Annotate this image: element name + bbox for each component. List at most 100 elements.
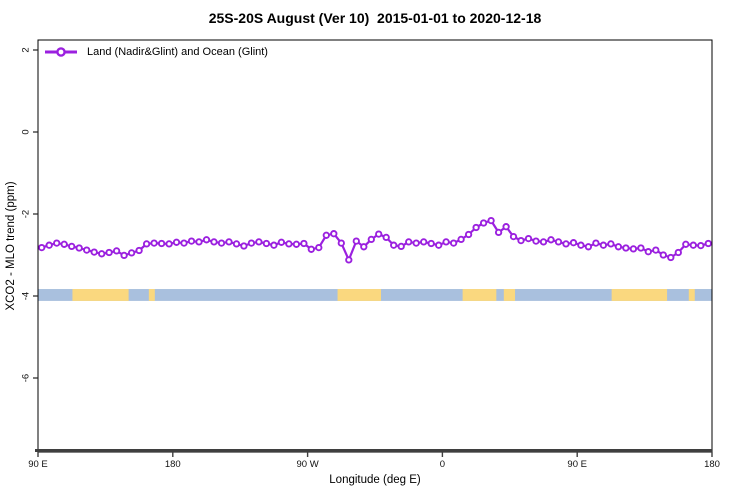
x-tick-label: 90 E [567, 459, 587, 470]
data-point-marker [644, 248, 652, 256]
data-point-marker [405, 238, 413, 246]
map-band-land [611, 289, 668, 301]
data-point-marker [659, 251, 667, 259]
chart-title: 25S-20S August (Ver 10) 2015-01-01 to 20… [208, 10, 542, 26]
data-point-marker [667, 253, 675, 262]
data-point-marker [345, 256, 353, 264]
data-point-marker [232, 240, 241, 248]
data-point-marker [524, 234, 533, 243]
data-point-marker [172, 238, 181, 246]
y-tick-label: -6 [20, 373, 32, 383]
data-point-marker [75, 244, 83, 252]
x-axis-ticks [37, 452, 713, 457]
data-point-marker [449, 239, 458, 247]
data-point-marker [255, 238, 263, 246]
data-point-marker [412, 239, 420, 247]
data-point-marker [38, 243, 46, 252]
series-line [41, 219, 709, 261]
data-point-marker [375, 230, 383, 238]
y-axis-ticks [33, 49, 38, 379]
x-tick-label: 180 [704, 459, 720, 470]
x-tick-label: 90 E [28, 459, 48, 470]
data-point-marker [195, 238, 203, 246]
data-point-marker [592, 239, 600, 247]
x-tick-label: 180 [164, 459, 181, 470]
data-point-marker [187, 237, 196, 245]
data-point-marker [292, 240, 301, 248]
x-axis-title: Longitude (deg E) [329, 474, 421, 486]
data-point-marker [112, 247, 121, 255]
data-point-marker [247, 239, 256, 247]
data-point-marker [60, 240, 68, 248]
data-point-marker [502, 223, 510, 231]
map-band-land [72, 289, 129, 301]
data-point-marker [577, 241, 585, 249]
data-point-marker [517, 236, 525, 245]
data-point-marker [442, 238, 450, 246]
data-point-marker [494, 228, 503, 237]
data-point-marker [487, 216, 495, 225]
data-point-marker [607, 240, 615, 248]
data-point-marker [547, 236, 555, 244]
data-point-marker [68, 242, 76, 251]
data-point-marker [539, 238, 548, 246]
data-point-marker [135, 246, 143, 255]
data-point-marker [614, 243, 623, 251]
data-point-marker [277, 238, 286, 246]
data-point-marker [382, 233, 390, 242]
data-point-marker [285, 240, 293, 248]
data-point-marker [472, 223, 480, 232]
y-tick-label: 2 [20, 47, 32, 53]
data-point-marker [427, 239, 435, 248]
y-tick-label: 0 [20, 129, 32, 135]
data-point-marker [569, 239, 578, 247]
data-point-marker [150, 239, 158, 247]
data-point-marker [120, 251, 128, 260]
map-band-land [462, 289, 497, 301]
data-point-marker [142, 240, 151, 248]
data-point-marker [704, 239, 712, 248]
x-tick-label: 0 [439, 459, 446, 470]
data-point-marker [352, 237, 360, 245]
data-point-marker [360, 243, 368, 251]
data-point-marker [307, 245, 315, 253]
legend-line-marker-icon [45, 47, 77, 57]
data-point-marker [622, 244, 630, 252]
map-band-land [148, 289, 155, 301]
data-point-marker [554, 238, 563, 246]
data-point-marker [322, 231, 330, 239]
x-tick-label: 90 W [296, 459, 319, 470]
data-point-marker [83, 246, 91, 254]
data-point-marker [435, 241, 443, 249]
data-point-marker [367, 235, 375, 244]
data-point-marker [240, 242, 248, 250]
data-point-marker [674, 248, 682, 257]
data-point-marker [464, 230, 473, 239]
legend: Land (Nadir&Glint) and Ocean (Glint) [44, 45, 268, 59]
data-point-marker [629, 245, 638, 253]
data-point-marker [337, 239, 345, 247]
data-point-marker [98, 250, 106, 258]
data-point-marker [420, 238, 428, 246]
y-axis-title: XCO2 - MLO trend (ppm) [5, 181, 17, 311]
data-series [38, 216, 712, 264]
data-point-marker [210, 238, 218, 246]
data-point-marker [584, 243, 593, 251]
y-tick-label: -2 [20, 209, 32, 219]
data-point-marker [180, 239, 188, 247]
data-point-marker [105, 248, 113, 257]
data-point-marker [165, 240, 173, 248]
data-point-marker [479, 219, 488, 227]
data-point-marker [682, 240, 690, 248]
data-point-marker [315, 243, 323, 252]
data-point-marker [45, 241, 53, 249]
map-band-land [688, 289, 695, 301]
data-point-marker [157, 239, 166, 248]
data-point-marker [599, 241, 608, 249]
data-point-marker [390, 241, 398, 249]
data-point-marker [457, 235, 465, 244]
data-point-marker [330, 230, 338, 238]
map-band-land [337, 289, 381, 301]
